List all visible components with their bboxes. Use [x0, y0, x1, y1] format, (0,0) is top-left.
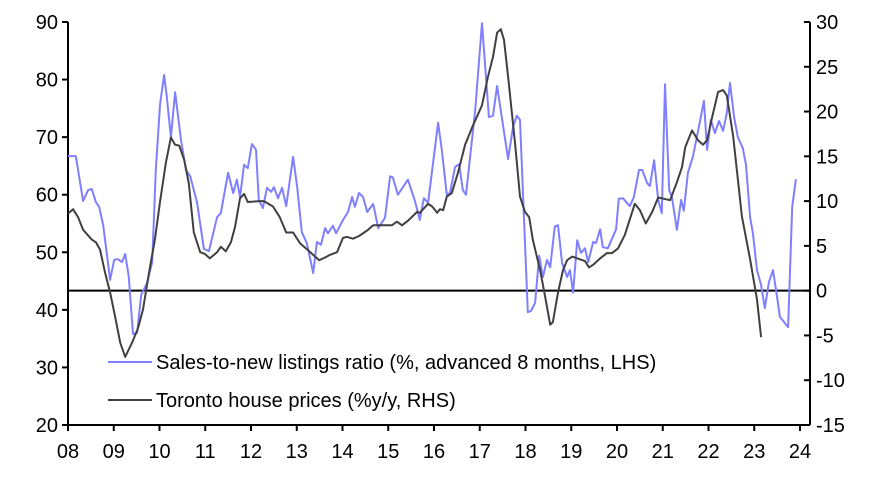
- left-tick-label: 20: [36, 415, 58, 437]
- series-sales-to-new-listings: [68, 22, 797, 335]
- x-tick-label: 24: [789, 441, 811, 463]
- right-tick-label: 25: [816, 57, 838, 79]
- x-tick-label: 12: [240, 441, 262, 463]
- x-tick-label: 23: [743, 441, 765, 463]
- x-tick-label: 09: [103, 441, 125, 463]
- x-tick-label: 18: [514, 441, 536, 463]
- left-tick-label: 40: [36, 300, 58, 322]
- x-tick-label: 14: [331, 441, 353, 463]
- x-tick-label: 13: [286, 441, 308, 463]
- right-tick-label: 5: [816, 236, 827, 258]
- series-layer: [67, 22, 797, 358]
- x-tick-label: 08: [57, 441, 79, 463]
- left-tick-label: 30: [36, 357, 58, 379]
- x-tick-label: 20: [606, 441, 628, 463]
- x-tick-label: 10: [148, 441, 170, 463]
- right-tick-label: 0: [816, 281, 827, 303]
- left-tick-label: 60: [36, 185, 58, 207]
- x-tick-label: 19: [560, 441, 582, 463]
- legend-label-sales: Sales-to-new listings ratio (%, advanced…: [156, 352, 656, 374]
- legend: Sales-to-new listings ratio (%, advanced…: [108, 352, 656, 412]
- right-tick-label: -15: [816, 415, 845, 437]
- right-tick-label: 20: [816, 102, 838, 124]
- right-tick-label: -5: [816, 325, 834, 347]
- x-tick-label: 11: [195, 441, 216, 463]
- right-tick-label: 15: [816, 146, 838, 168]
- right-tick-label: 10: [816, 191, 838, 213]
- left-tick-label: 50: [36, 242, 58, 264]
- left-tick-label: 90: [36, 12, 58, 34]
- axes: 20 30 40 50 60 70 80 90 -15 -10 -5 0 5 10 15 20 25 30 08 09…: [36, 12, 845, 463]
- left-tick-label: 80: [36, 70, 58, 92]
- x-tick-label: 22: [697, 441, 719, 463]
- x-tick-label: 17: [469, 441, 491, 463]
- right-tick-label: -10: [816, 370, 845, 392]
- x-tick-label: 21: [652, 441, 674, 463]
- x-tick-label: 15: [377, 441, 399, 463]
- x-tick-label: 16: [423, 441, 445, 463]
- series-toronto-house-prices: [67, 28, 763, 358]
- right-tick-label: 30: [816, 12, 838, 34]
- legend-label-prices: Toronto house prices (%y/y, RHS): [156, 390, 456, 412]
- left-tick-label: 70: [36, 127, 58, 149]
